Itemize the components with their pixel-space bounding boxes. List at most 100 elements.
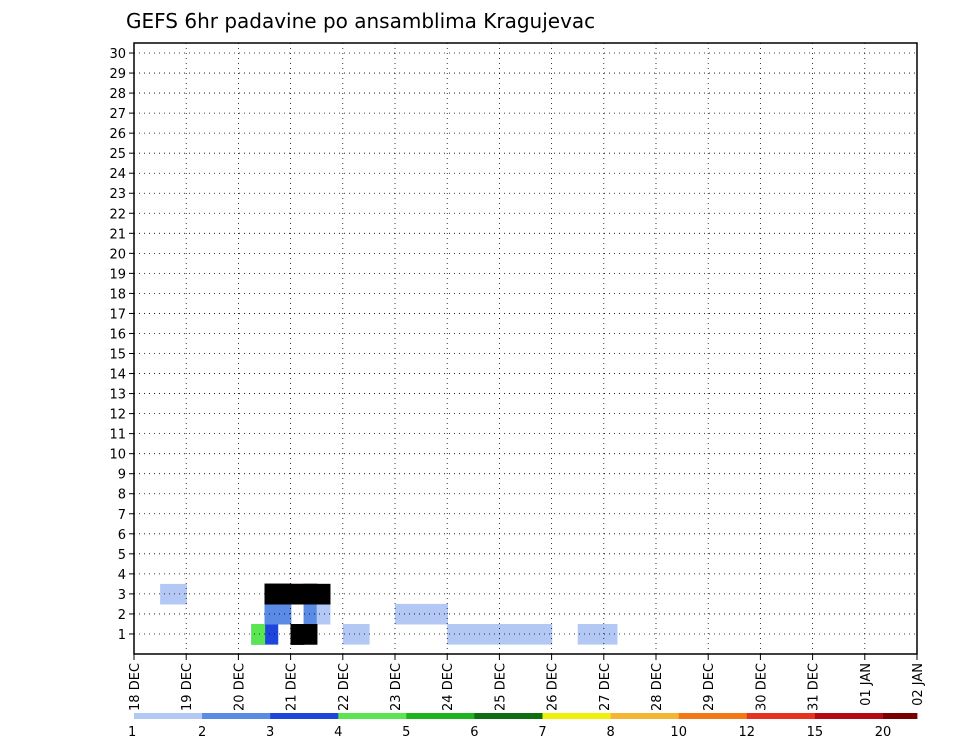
y-tick-label: 23: [109, 187, 126, 202]
y-tick-label: 25: [109, 147, 126, 162]
x-tick-label: 19 DEC: [180, 663, 195, 711]
y-tick-label: 20: [109, 247, 126, 262]
y-tick-label: 29: [109, 67, 126, 82]
y-tick-label: 17: [109, 307, 126, 322]
colorbar-swatch: [270, 713, 339, 719]
colorbar-label: 6: [470, 725, 478, 740]
precip-cell: [303, 583, 318, 605]
x-tick-label: 01 JAN: [859, 663, 874, 706]
y-tick-label: 5: [118, 548, 126, 563]
precip-cell: [486, 624, 501, 645]
x-tick-label: 18 DEC: [128, 663, 143, 711]
y-tick-label: 16: [109, 327, 126, 342]
precip-cell: [290, 624, 305, 645]
chart-title: GEFS 6hr padavine po ansamblima Kragujev…: [126, 9, 595, 33]
colorbar-swatch: [678, 713, 748, 719]
colorbar-swatch: [474, 713, 543, 719]
precip-cell: [316, 583, 331, 605]
y-tick-label: 10: [109, 448, 126, 463]
precip-cell: [538, 624, 553, 645]
y-tick-label: 12: [109, 408, 126, 423]
precip-cell: [316, 603, 331, 625]
x-tick-label: 22 DEC: [337, 663, 352, 711]
colorbar-swatch: [883, 713, 918, 719]
precip-cell: [421, 603, 435, 625]
y-tick-label: 11: [109, 428, 126, 443]
precip-cell: [303, 603, 318, 625]
x-tick-label: 31 DEC: [807, 663, 822, 711]
colorbar-swatch: [610, 713, 680, 719]
precip-cell: [160, 583, 174, 605]
precip-cell: [525, 624, 540, 645]
y-tick-label: 8: [118, 488, 126, 503]
x-tick-label: 02 JAN: [911, 663, 926, 706]
y-tick-label: 3: [118, 588, 126, 603]
x-tick-label: 26 DEC: [546, 663, 561, 711]
x-tick-label: 21 DEC: [285, 663, 300, 711]
x-axis-ticks: 18 DEC 19 DEC 20 DEC 21 DEC 22 DEC 23 DEC 24 D…: [128, 654, 926, 711]
y-axis-ticks: 1234567891011121314151617181920212223242…: [109, 47, 134, 643]
colorbar-label: 20: [875, 725, 892, 740]
y-tick-label: 24: [109, 167, 126, 182]
colorbar-swatch: [814, 713, 884, 719]
colorbar-label: 4: [334, 725, 342, 740]
y-tick-label: 27: [109, 107, 126, 122]
precip-cell: [290, 583, 305, 605]
precip-cell: [264, 583, 279, 605]
precip-cell: [473, 624, 487, 645]
precip-cell: [434, 603, 448, 625]
precip-cell: [590, 624, 605, 645]
colorbar-swatch: [202, 713, 271, 719]
x-tick-label: 30 DEC: [754, 663, 769, 711]
colorbar-label: 3: [266, 725, 274, 740]
y-tick-label: 22: [109, 207, 126, 222]
colorbar-swatch: [542, 713, 611, 719]
precip-cell: [395, 603, 409, 625]
colorbar-swatch: [338, 713, 407, 719]
y-tick-label: 2: [118, 608, 126, 623]
colorbar-label: 1: [128, 725, 136, 740]
precip-cell: [355, 624, 370, 645]
y-tick-label: 15: [109, 348, 126, 363]
colorbar-swatch: [134, 713, 203, 719]
colorbar-label: 7: [538, 725, 546, 740]
grid-lines: [134, 43, 917, 654]
y-tick-label: 13: [109, 388, 126, 403]
colorbar-legend: 1 2 3 4 5 6 7 8 10 12 15 20: [128, 713, 918, 740]
colorbar-swatch: [746, 713, 816, 719]
precip-cell: [603, 624, 618, 645]
precip-cell: [303, 624, 318, 645]
y-tick-label: 19: [109, 267, 126, 282]
x-tick-label: 29 DEC: [702, 663, 717, 711]
x-tick-label: 28 DEC: [650, 663, 665, 711]
precip-cell: [264, 603, 279, 625]
y-tick-label: 30: [109, 47, 126, 62]
precipitation-cells: [160, 583, 618, 645]
colorbar-swatch: [406, 713, 475, 719]
y-tick-label: 26: [109, 127, 126, 142]
precip-cell: [173, 583, 187, 605]
y-tick-label: 21: [109, 227, 126, 242]
y-tick-label: 7: [118, 508, 126, 523]
y-tick-label: 28: [109, 87, 126, 102]
colorbar-label: 15: [807, 725, 824, 740]
precip-cell: [264, 624, 279, 645]
y-tick-label: 14: [109, 368, 126, 383]
y-tick-label: 9: [118, 468, 126, 483]
colorbar-label: 10: [670, 725, 687, 740]
precip-cell: [251, 624, 266, 645]
y-tick-label: 1: [118, 628, 126, 643]
x-tick-label: 20 DEC: [232, 663, 247, 711]
y-tick-label: 6: [118, 528, 126, 543]
x-tick-label: 27 DEC: [598, 663, 613, 711]
x-tick-label: 23 DEC: [389, 663, 404, 711]
colorbar-label: 2: [198, 725, 206, 740]
x-tick-label: 24 DEC: [441, 663, 456, 711]
colorbar-label: 8: [606, 725, 614, 740]
plot-frame: [133, 42, 918, 655]
x-tick-label: 25 DEC: [493, 663, 508, 711]
precip-cell: [460, 624, 474, 645]
y-tick-label: 4: [118, 568, 126, 583]
y-tick-label: 18: [109, 287, 126, 302]
